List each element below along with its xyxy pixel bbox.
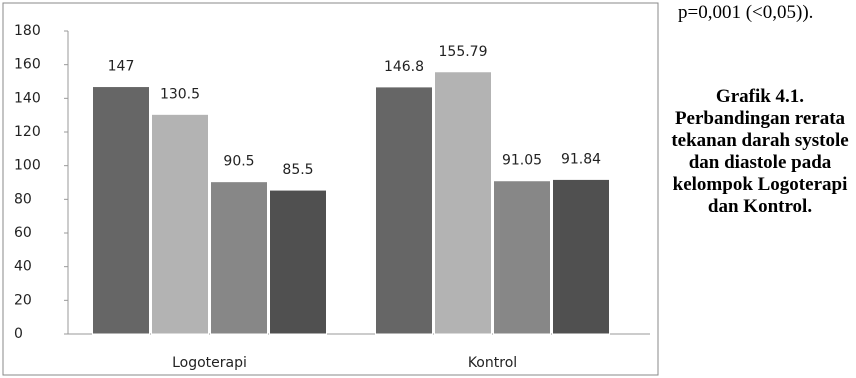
bar bbox=[552, 178, 610, 335]
y-tick-label: 0 bbox=[14, 326, 23, 342]
y-tick-label: 100 bbox=[14, 158, 41, 174]
y-tick-label: 180 bbox=[14, 23, 41, 39]
value-label: 91.05 bbox=[502, 153, 542, 169]
bar bbox=[92, 86, 150, 335]
value-label: 147 bbox=[108, 59, 135, 75]
value-label: 130.5 bbox=[160, 86, 200, 102]
bar bbox=[210, 181, 268, 335]
y-tick-label: 140 bbox=[14, 90, 41, 106]
value-label: 85.5 bbox=[282, 162, 313, 178]
x-tick-label: Kontrol bbox=[468, 355, 517, 371]
y-tick-label: 20 bbox=[14, 292, 32, 308]
y-tick-label: 40 bbox=[14, 259, 32, 275]
value-label: 90.5 bbox=[223, 154, 254, 170]
bar bbox=[493, 180, 551, 335]
value-label: 155.79 bbox=[439, 44, 488, 60]
y-tick-label: 80 bbox=[14, 191, 32, 207]
y-tick-label: 60 bbox=[14, 225, 32, 241]
bar bbox=[375, 86, 433, 335]
figure-caption: Grafik 4.1. Perbandingan rerata tekanan … bbox=[671, 86, 849, 217]
y-tick-label: 160 bbox=[14, 57, 41, 73]
x-tick-label: Logoterapi bbox=[172, 355, 247, 371]
value-label: 91.84 bbox=[561, 151, 601, 167]
y-tick-label: 120 bbox=[14, 124, 41, 140]
bar bbox=[151, 113, 209, 335]
value-label: 146.8 bbox=[384, 59, 424, 75]
p-value-note: p=0,001 (<0,05)). bbox=[678, 2, 814, 23]
bar bbox=[434, 71, 492, 335]
chart: 0 20 40 60 80 100 120 140 160 180 Logoterapi 147 130… bbox=[2, 2, 659, 376]
bar bbox=[269, 189, 327, 335]
